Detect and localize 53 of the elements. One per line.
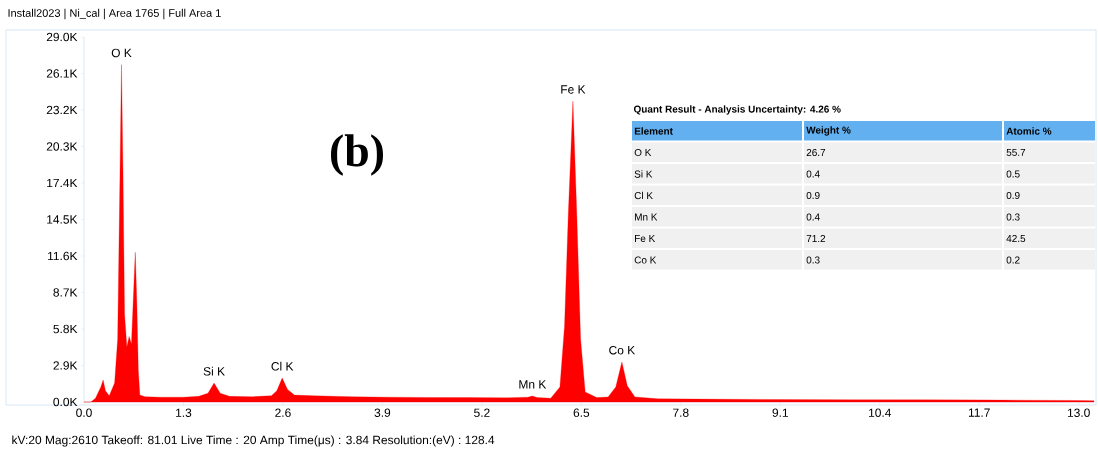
x-tick-label: 11.7 [968, 408, 990, 417]
x-tick-label: 6.5 [573, 408, 590, 417]
y-tick-label: 29.0K [46, 32, 78, 42]
annotation: Co K [609, 345, 636, 355]
annotation: 55.7 [1006, 149, 1026, 156]
annotation: Cl K [271, 361, 294, 371]
annotation: 0.4 [806, 170, 820, 178]
annotation: Co K [634, 256, 657, 264]
x-tick-label: 3.9 [374, 408, 391, 417]
y-tick-label: 17.4K [47, 178, 78, 188]
chart-title: Install2023 | Ni_cal | Area 1765 | Full Area 1 [8, 8, 221, 20]
y-tick-label: 2.9K [53, 361, 78, 370]
y-tick-label: 20.3K [46, 142, 78, 151]
y-tick-label: 23.2K [46, 105, 78, 115]
y-tick-label: 0.0K [53, 397, 78, 407]
annotation: 0.3 [1006, 213, 1020, 221]
annotation: 0.5 [1006, 170, 1020, 178]
x-tick-label: 1.3 [176, 408, 192, 417]
y-tick-label: 11.6K [48, 251, 78, 261]
x-tick-label: 13.0 [1067, 408, 1090, 417]
x-tick-label: 5.2 [474, 408, 490, 417]
annotation: O K [111, 48, 132, 58]
annotation: Si K [203, 366, 225, 376]
annotation: Si K [634, 170, 653, 178]
annotation: Mn K [635, 213, 658, 221]
annotation: 26.7 [806, 148, 826, 157]
annotation: (b) [331, 134, 383, 176]
annotation: 0.9 [1006, 191, 1020, 200]
annotation: 0.9 [806, 191, 820, 200]
annotation: Quant Result - Analysis Uncertainty: 4.26 % [633, 105, 841, 115]
x-tick-label: 0.0 [76, 408, 92, 417]
annotation: Element [634, 127, 673, 135]
text: kV:20 Mag:2610 Takeoff: 81.01 Live Time : 20 Amp Time(μs) : 3.84 Resolution:(eV) : 128.4 [12, 435, 495, 447]
x-tick-label: 2.6 [275, 408, 291, 417]
y-tick-label: 14.5K [47, 215, 78, 224]
y-tick-label: 26.1K [46, 69, 78, 78]
x-tick-label: 10.4 [869, 408, 892, 417]
annotation: Fe K [635, 235, 656, 242]
annotation: 0.3 [806, 256, 820, 264]
x-tick-label: 9.1 [772, 408, 789, 417]
annotation: O K [634, 148, 652, 157]
annotation: Weight % [806, 126, 851, 136]
annotation: 42.5 [1006, 234, 1026, 243]
annotation: 71.2 [806, 235, 826, 242]
y-tick-label: 8.7K [53, 288, 78, 297]
annotation: Fe K [561, 85, 586, 94]
y-tick-label: 5.8K [53, 324, 78, 334]
annotation: Cl K [634, 191, 653, 200]
annotation: 0.2 [1006, 256, 1020, 264]
x-tick-label: 7.8 [673, 408, 689, 417]
annotation: Mn K [519, 380, 547, 389]
annotation: 0.4 [806, 213, 820, 221]
annotation: Atomic % [1006, 127, 1052, 135]
